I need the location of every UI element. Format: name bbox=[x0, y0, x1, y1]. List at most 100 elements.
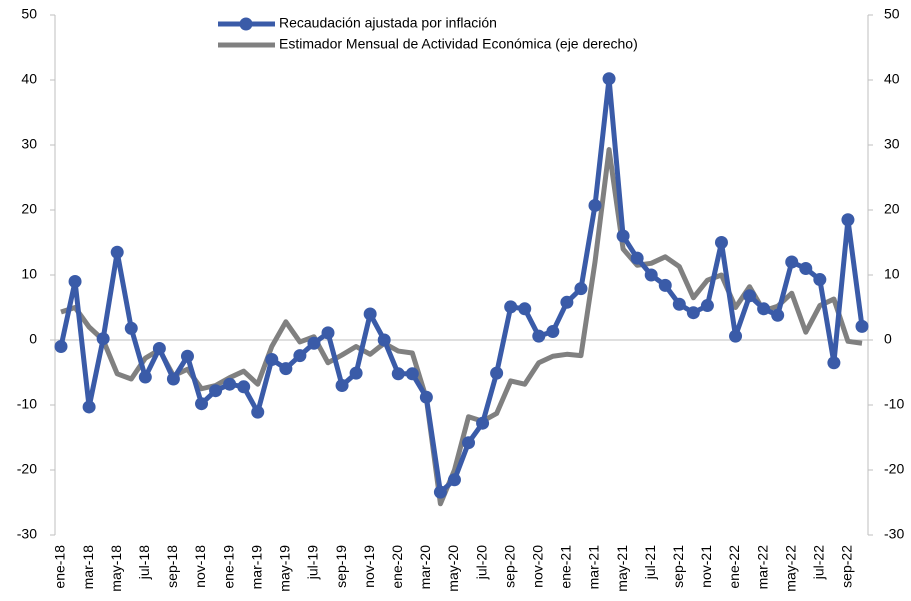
marker bbox=[827, 356, 841, 370]
marker bbox=[349, 366, 363, 380]
series-line bbox=[58, 76, 865, 495]
x-tick-label: ene-21 bbox=[558, 545, 574, 589]
x-tick-label: nov-19 bbox=[361, 545, 377, 588]
y2-tick-label: -30 bbox=[884, 526, 904, 542]
y2-tick-label: 10 bbox=[884, 266, 900, 282]
marker bbox=[209, 384, 223, 398]
x-tick-label: sep-22 bbox=[839, 545, 855, 588]
legend-label: Estimador Mensual de Actividad Económica… bbox=[279, 36, 638, 52]
marker bbox=[658, 278, 672, 292]
marker bbox=[447, 473, 461, 487]
marker bbox=[700, 299, 714, 313]
x-tick-label: ene-22 bbox=[726, 545, 742, 589]
x-tick-label: ene-19 bbox=[220, 545, 236, 589]
marker bbox=[714, 236, 728, 249]
marker bbox=[757, 302, 771, 316]
marker bbox=[504, 300, 518, 314]
x-tick-label: may-19 bbox=[277, 545, 293, 592]
y-tick-label: -10 bbox=[17, 396, 37, 412]
x-tick-label: may-21 bbox=[614, 545, 630, 592]
marker bbox=[307, 336, 321, 350]
marker bbox=[138, 370, 152, 384]
x-tick-label: nov-21 bbox=[698, 545, 714, 588]
marker bbox=[574, 282, 588, 296]
marker bbox=[841, 213, 855, 227]
x-tick-label: jul-22 bbox=[811, 545, 827, 580]
marker bbox=[855, 319, 869, 333]
x-tick-label: jul-21 bbox=[642, 545, 658, 580]
marker bbox=[363, 307, 377, 321]
x-tick-label: nov-20 bbox=[529, 545, 545, 588]
marker bbox=[124, 321, 138, 335]
marker bbox=[335, 379, 349, 392]
marker bbox=[588, 198, 602, 212]
marker bbox=[152, 341, 166, 355]
x-tick-label: ene-18 bbox=[52, 545, 68, 589]
marker bbox=[68, 275, 82, 288]
y2-tick-label: -10 bbox=[884, 396, 904, 412]
marker bbox=[265, 353, 279, 366]
marker bbox=[82, 400, 96, 414]
series-line bbox=[60, 147, 863, 507]
marker bbox=[419, 390, 433, 404]
marker bbox=[602, 72, 616, 86]
y2-tick-label: 40 bbox=[884, 71, 900, 87]
marker bbox=[532, 329, 546, 343]
y2-tick-label: 50 bbox=[884, 6, 900, 22]
x-tick-label: mar-21 bbox=[586, 545, 602, 590]
y-tick-label: -30 bbox=[17, 526, 37, 542]
marker bbox=[293, 349, 307, 363]
x-tick-label: sep-18 bbox=[164, 545, 180, 588]
marker bbox=[560, 295, 574, 309]
x-tick-label: may-18 bbox=[108, 545, 124, 592]
marker bbox=[799, 262, 813, 275]
marker bbox=[54, 340, 68, 353]
y-tick-label: 20 bbox=[21, 201, 37, 217]
x-tick-label: jul-18 bbox=[136, 545, 152, 580]
x-tick-label: sep-19 bbox=[333, 545, 349, 588]
marker bbox=[672, 297, 686, 311]
marker bbox=[630, 251, 644, 265]
marker bbox=[110, 245, 124, 259]
marker bbox=[391, 367, 405, 381]
marker bbox=[433, 485, 447, 499]
x-tick-label: ene-20 bbox=[389, 545, 405, 589]
marker bbox=[195, 397, 209, 411]
x-tick-label: mar-19 bbox=[248, 545, 264, 590]
marker bbox=[223, 377, 237, 391]
marker bbox=[96, 332, 110, 346]
marker bbox=[743, 289, 757, 303]
y-tick-label: -20 bbox=[17, 461, 37, 477]
x-tick-label: may-22 bbox=[782, 545, 798, 592]
marker bbox=[279, 362, 293, 376]
marker bbox=[476, 416, 490, 430]
marker bbox=[321, 326, 335, 340]
legend-marker bbox=[239, 17, 253, 31]
marker bbox=[251, 405, 265, 419]
y2-tick-label: 0 bbox=[884, 331, 892, 347]
x-tick-label: mar-20 bbox=[417, 545, 433, 590]
x-tick-label: nov-18 bbox=[192, 545, 208, 588]
marker bbox=[729, 329, 743, 343]
x-tick-label: jul-20 bbox=[473, 545, 489, 580]
x-tick-label: mar-22 bbox=[754, 545, 770, 590]
marker bbox=[237, 380, 251, 394]
marker bbox=[771, 308, 785, 322]
marker bbox=[785, 255, 799, 269]
marker bbox=[405, 367, 419, 381]
y-tick-label: 10 bbox=[21, 266, 37, 282]
x-tick-label: mar-18 bbox=[80, 545, 96, 590]
x-tick-label: jul-19 bbox=[305, 545, 321, 580]
marker bbox=[644, 268, 658, 282]
x-tick-label: sep-20 bbox=[501, 545, 517, 588]
marker bbox=[813, 273, 827, 287]
marker bbox=[686, 306, 700, 320]
marker bbox=[546, 325, 560, 339]
legend-label: Recaudación ajustada por inflación bbox=[279, 15, 497, 31]
y2-tick-label: -20 bbox=[884, 461, 904, 477]
y-tick-label: 50 bbox=[21, 6, 37, 22]
marker bbox=[616, 229, 630, 243]
y-tick-label: 30 bbox=[21, 136, 37, 152]
